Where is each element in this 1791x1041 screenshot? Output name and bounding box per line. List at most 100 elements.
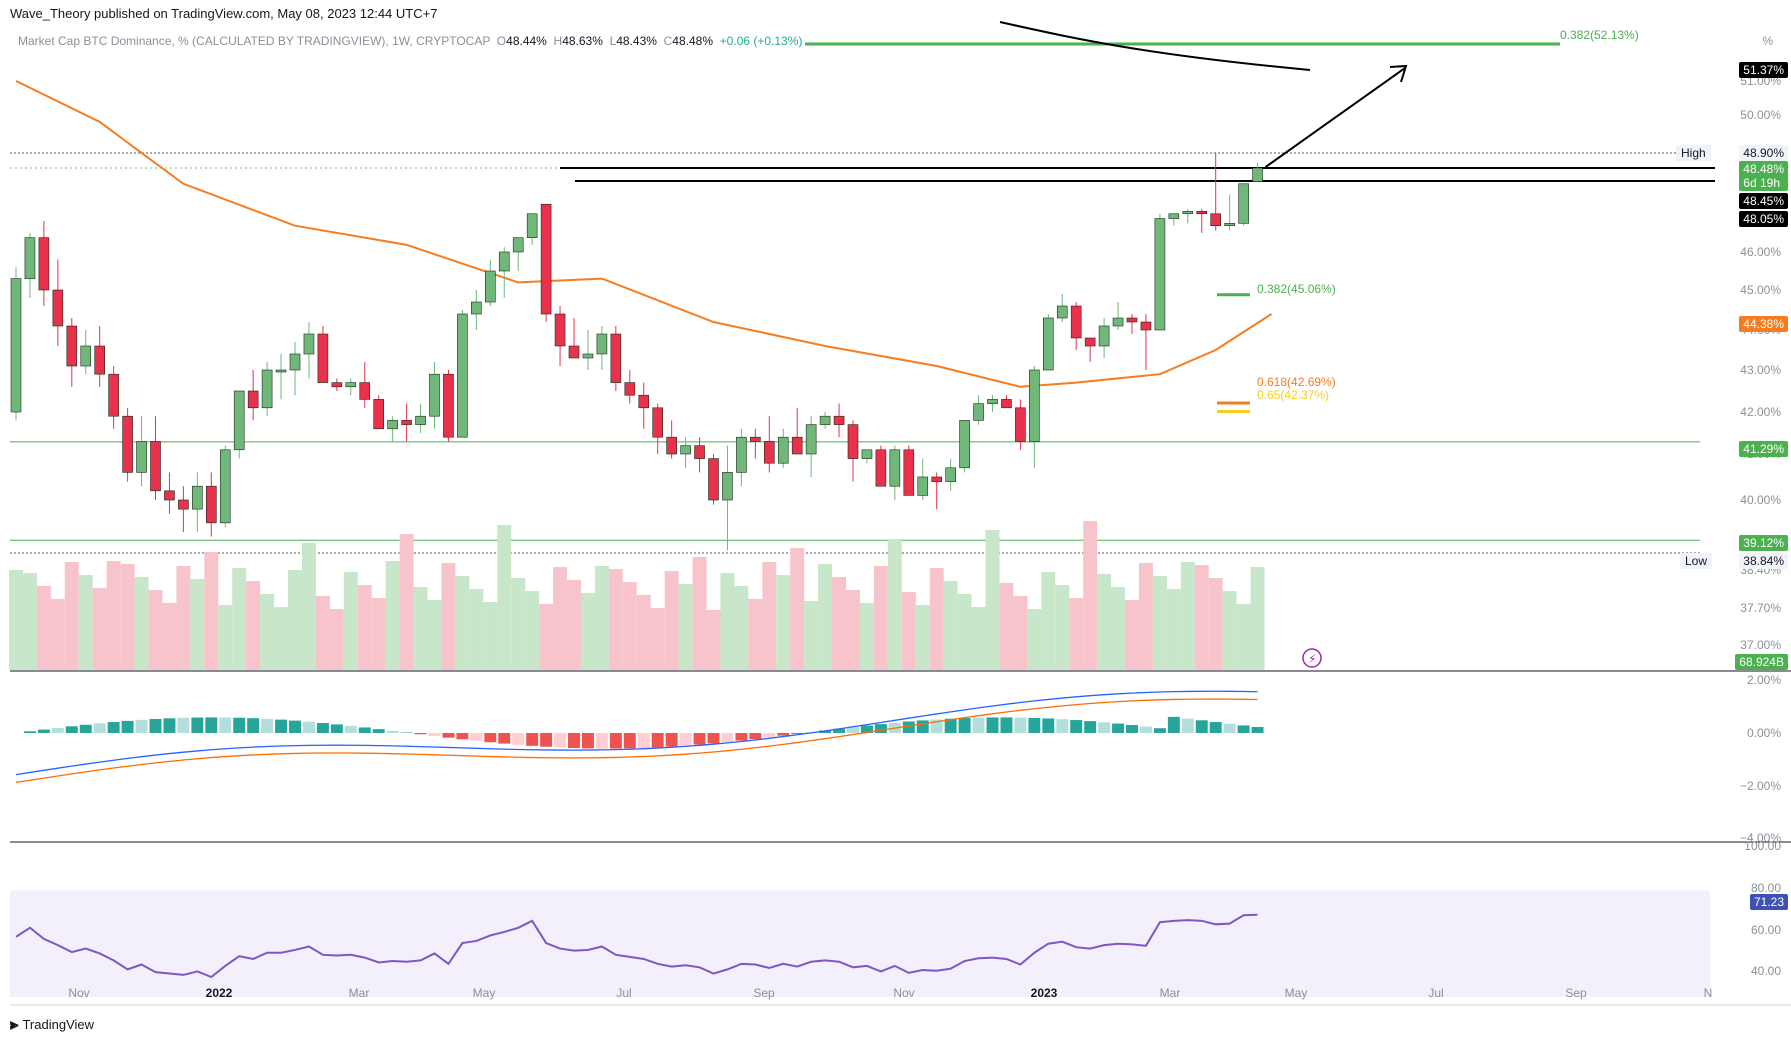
macd-histogram-bar — [1251, 726, 1264, 733]
macd-histogram-bar — [247, 718, 260, 733]
volume-bar — [357, 585, 372, 670]
volume-bar — [692, 557, 707, 670]
macd-histogram-bar — [1000, 717, 1013, 733]
volume-bar — [901, 592, 916, 670]
volume-bar — [706, 610, 721, 670]
publisher-line: Wave_Theory published on TradingView.com… — [10, 6, 438, 21]
volume-bar — [1013, 596, 1028, 670]
price-tick-label: 45.00% — [1740, 283, 1781, 297]
volume-bar — [22, 573, 37, 670]
macd-histogram-bar — [1112, 723, 1125, 733]
volume-bar — [176, 566, 191, 670]
candle-body — [164, 490, 175, 501]
candle-body — [680, 445, 691, 455]
candle-body — [1196, 211, 1208, 215]
volume-bar — [818, 564, 833, 670]
candle-body — [206, 485, 217, 524]
macd-tick-label: −4.00% — [1739, 831, 1781, 845]
macd-tick-label: 2.00% — [1746, 673, 1781, 687]
candle-body — [1001, 399, 1012, 409]
volume-bar — [1111, 587, 1126, 670]
x-axis-label: Mar — [1159, 986, 1181, 1000]
volume-bar — [580, 593, 595, 670]
candle-body — [1224, 223, 1235, 227]
volume-bar — [720, 573, 735, 670]
candle-body — [987, 399, 998, 404]
candle-body — [136, 441, 147, 473]
macd-histogram-bar — [344, 725, 357, 733]
macd-histogram-bar — [428, 733, 441, 736]
candle-body — [763, 441, 775, 464]
macd-histogram-bar — [51, 727, 64, 733]
arrow-head-icon — [1389, 64, 1408, 83]
volume-bar — [859, 603, 874, 670]
volume-bar — [371, 598, 386, 670]
volume-bar — [678, 584, 693, 670]
candle-body — [889, 449, 901, 487]
candle-body — [973, 403, 984, 421]
projection-arrow — [1264, 67, 1406, 168]
volume-bar — [232, 568, 247, 670]
volume-bar — [594, 566, 609, 670]
macd-histogram-bar — [386, 730, 399, 733]
price-tick-label: 42.00% — [1740, 405, 1781, 419]
volume-bar — [1055, 585, 1070, 670]
macd-histogram-bar — [554, 733, 567, 748]
candle-body — [596, 333, 608, 355]
high-value: 48.63% — [562, 34, 603, 48]
volume-bar — [636, 595, 651, 670]
macd-histogram-bar — [1167, 716, 1180, 733]
open-value: 48.44% — [506, 34, 547, 48]
volume-bar — [873, 566, 888, 670]
macd-histogram-bar — [135, 719, 148, 733]
price-badge-low: 38.84% — [1739, 553, 1788, 569]
candle-body — [345, 382, 357, 388]
candle-body — [192, 485, 203, 510]
x-axis-label: 2023 — [1030, 986, 1058, 1000]
candle-body — [791, 436, 803, 455]
volume-bar — [1166, 589, 1181, 670]
volume-bar — [120, 564, 135, 670]
macd-histogram-bar — [707, 733, 720, 744]
volume-badge: 68.924B — [1735, 654, 1788, 670]
candle-body — [750, 436, 761, 442]
rsi-band — [10, 890, 1710, 997]
volume-bar — [846, 590, 860, 670]
volume-bar — [1027, 609, 1042, 670]
macd-histogram-bar — [1139, 726, 1152, 733]
volume-bar — [329, 609, 344, 670]
candle-body — [568, 345, 580, 359]
candle-body — [415, 415, 426, 425]
x-axis-label: Sep — [753, 986, 775, 1000]
macd-histogram-bar — [107, 722, 120, 733]
candle-body — [10, 278, 22, 413]
volume-bar — [92, 588, 107, 670]
candle-body — [666, 436, 677, 455]
macd-histogram-bar — [442, 733, 455, 738]
macd-histogram-bar — [1195, 720, 1208, 733]
volume-bar — [957, 594, 972, 670]
fib-label-top: 0.382(52.13%) — [1560, 28, 1639, 42]
macd-histogram-bar — [595, 733, 608, 749]
macd-histogram-bar — [874, 724, 887, 733]
volume-bar — [1041, 572, 1056, 670]
macd-histogram-bar — [484, 733, 497, 743]
macd-histogram-bar — [1014, 717, 1027, 733]
macd-histogram-bar — [958, 718, 971, 733]
x-axis-label: Nov — [893, 986, 915, 1000]
macd-histogram-bar — [37, 729, 50, 733]
candle-body — [317, 333, 329, 383]
axis-unit: % — [1762, 34, 1773, 48]
candle-body — [1126, 317, 1138, 323]
tradingview-logo[interactable]: ⫸ TradingView — [10, 1016, 94, 1033]
volume-bar — [1222, 591, 1237, 670]
volume-bar — [553, 567, 568, 670]
price-tick-label: 43.00% — [1740, 363, 1781, 377]
volume-bar — [1194, 565, 1209, 670]
price-badge-ma: 44.38% — [1739, 316, 1788, 332]
candle-body — [443, 373, 454, 438]
macd-histogram-bar — [777, 733, 790, 736]
macd-histogram-bar — [1098, 722, 1111, 733]
lightning-glyph: ⚡ — [1308, 652, 1316, 666]
